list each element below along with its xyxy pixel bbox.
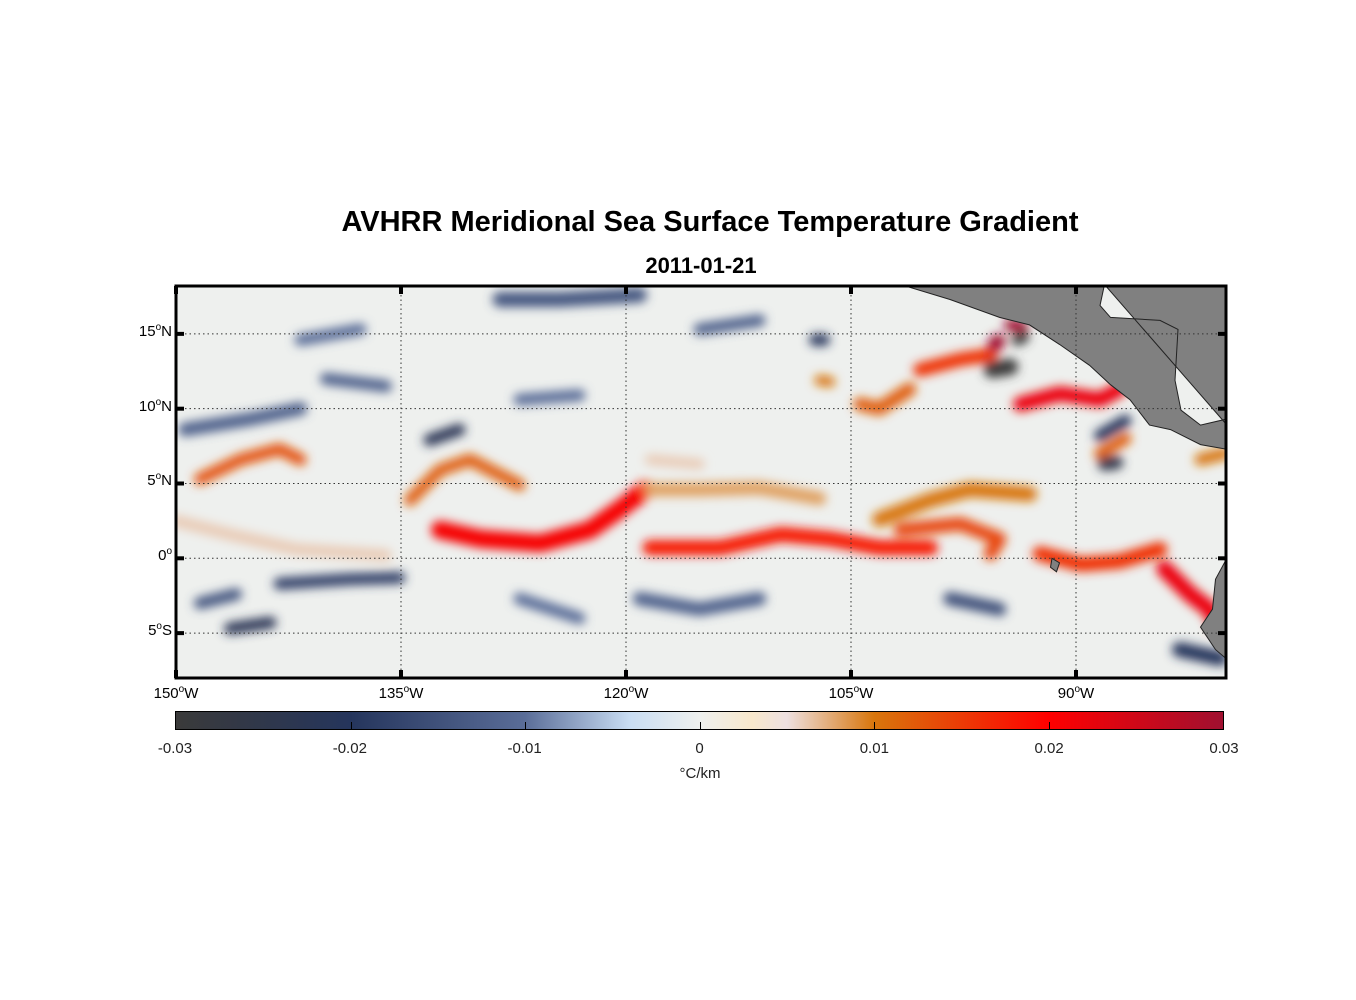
warm-front-feature [1194,447,1226,466]
lat-tick-label: 10oN [138,396,172,415]
chart-subtitle: 2011-01-21 [645,253,757,278]
lon-tick-label: 135oW [378,684,424,702]
cold-front-feature [423,423,466,447]
warm-front-feature [913,348,998,377]
warm-front-feature [194,443,307,485]
colorbar-tick [699,722,701,729]
colorbar-tick [525,722,526,729]
cold-front-feature [1172,642,1226,666]
lon-tick-label: 150oW [153,684,199,702]
cold-front-feature [1011,330,1030,346]
cold-front-feature [943,591,1007,616]
land-galapagos [1049,557,1061,573]
lon-tick-label: 120oW [603,684,649,702]
warm-front-feature [642,526,938,556]
cold-front-feature [513,592,586,625]
cold-front-feature [224,616,277,635]
cold-front-feature [1097,455,1124,471]
colorbar-tick-label: -0.01 [507,740,542,757]
warm-front-feature [644,454,705,470]
colorbar-tick [350,722,352,729]
cold-front-feature [693,314,766,336]
lon-tick-label: 90oW [1057,684,1095,702]
warm-front-feature [176,514,392,562]
cold-front-feature [1094,414,1132,442]
lat-tick-label: 0o [158,546,172,565]
warm-front-feature [404,453,526,506]
cold-front-feature [983,358,1019,379]
lat-tick-label: 15oN [138,321,172,340]
warm-front-feature [1032,541,1168,572]
warm-front-feature [643,481,827,506]
plot-frame [174,284,1228,680]
warm-front-feature [1013,381,1127,412]
colorbar-tick-label: -0.03 [157,740,193,757]
colorbar-tick-label: 0 [695,740,704,757]
chart-title: AVHRR Meridional Sea Surface Temperature… [341,206,1079,238]
cold-front-feature [194,588,242,610]
lat-tick-label: 5oS [148,621,172,640]
cold-front-feature [492,287,647,307]
cold-front-feature [273,571,406,590]
cold-front-feature [320,372,392,393]
warm-front-feature [814,375,836,388]
colorbar-tick [874,722,875,729]
cold-front-feature [294,323,367,346]
warm-front-feature [431,480,655,553]
colorbar-tick-label: -0.02 [332,740,367,757]
warm-front-feature [1004,318,1028,333]
colorbar-tick-label: 0.01 [859,740,889,757]
lon-tick-label: 105oW [828,684,874,702]
colorbar [175,711,1224,730]
cold-front-feature [632,591,767,616]
warm-front-feature [872,482,1037,527]
colorbar-unit-label: °C/km [679,765,721,782]
cold-front-feature [513,389,586,406]
land-central-america [903,286,1226,450]
warm-front-feature [893,517,1007,561]
colorbar-tick-label: 0.03 [1209,740,1239,757]
cold-front-feature [178,401,308,437]
warm-front-feature [987,333,1006,352]
colorbar-tick [1048,722,1050,729]
lat-tick-label: 5oN [147,471,172,490]
warm-front-feature [1094,432,1132,460]
colorbar-tick-label: 0.02 [1034,740,1064,757]
